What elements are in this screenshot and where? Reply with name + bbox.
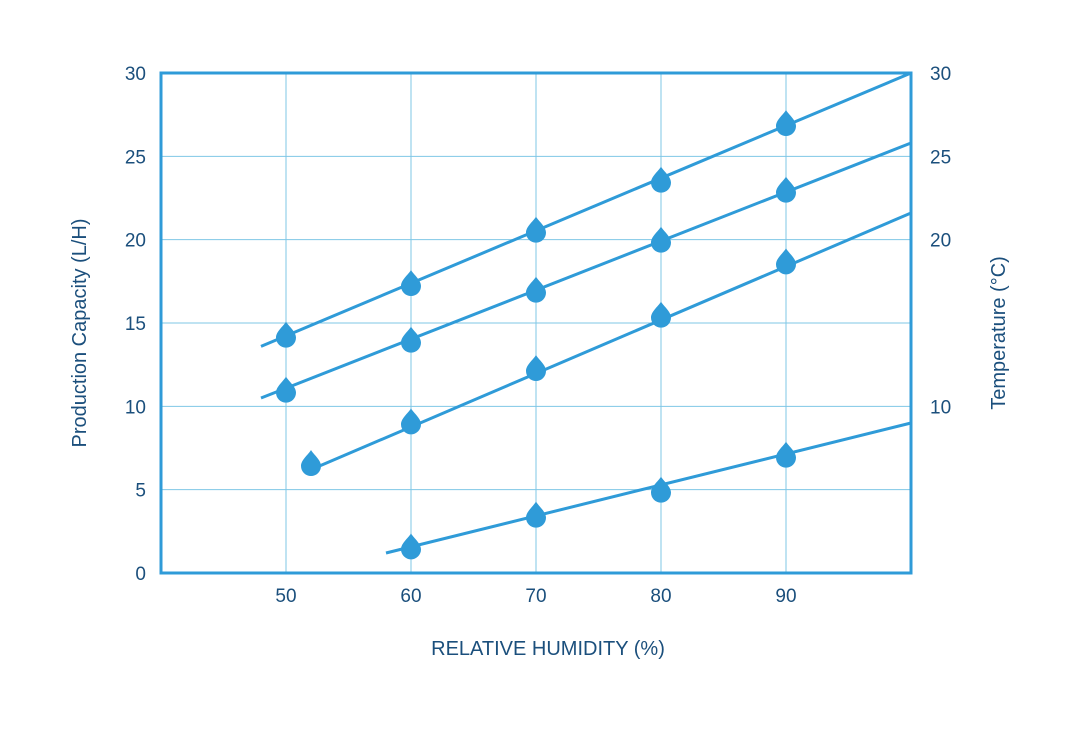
water-drop-icon [401, 533, 421, 560]
water-drop-icon [776, 248, 796, 275]
y-tick-label: 30 [125, 64, 146, 85]
y-tick-label: 15 [125, 314, 146, 335]
water-drop-icon [776, 110, 796, 136]
y2-tick-label: 30 [930, 64, 951, 85]
water-drop-icon [651, 226, 671, 253]
water-drop-icon [526, 216, 546, 243]
water-drop-icon [651, 301, 671, 328]
y2-tick-labels: 10 20 25 30 [930, 64, 951, 418]
markers [276, 110, 796, 560]
water-drop-icon [776, 176, 796, 203]
water-drop-icon [651, 476, 671, 503]
x-axis-label: RELATIVE HUMIDITY (%) [431, 638, 665, 660]
y-tick-label: 20 [125, 231, 146, 252]
water-drop-icon [276, 321, 296, 348]
y2-tick-label: 25 [930, 147, 951, 168]
series-line-4 [385, 421, 912, 555]
water-drop-icon [401, 408, 421, 435]
plot-frame [159, 71, 913, 575]
water-drop-icon [776, 441, 796, 468]
series-line-2 [260, 141, 912, 400]
x-tick-label: 80 [650, 586, 671, 607]
series-line-3 [310, 211, 912, 472]
water-drop-icon [526, 276, 546, 303]
water-drop-icon [526, 355, 546, 381]
water-drop-icon [401, 326, 421, 353]
series-line-1 [260, 71, 912, 348]
y2-axis-label: Temperature (°C) [988, 256, 1010, 410]
water-drop-icon [651, 166, 671, 193]
y2-tick-label: 20 [930, 231, 951, 252]
water-drop-icon [276, 376, 296, 403]
y-tick-label: 25 [125, 147, 146, 168]
x-tick-label: 70 [525, 586, 546, 607]
y-tick-label: 0 [135, 564, 146, 585]
grid [161, 72, 911, 573]
y2-tick-label: 10 [930, 397, 951, 418]
y-axis-label: Production Capacity (L/H) [69, 219, 91, 448]
y-tick-label: 5 [135, 481, 146, 502]
x-tick-label: 60 [400, 586, 421, 607]
series-lines [260, 71, 912, 555]
y-tick-labels: 0 5 10 15 20 25 30 [125, 64, 146, 585]
water-drop-icon [301, 450, 321, 476]
x-tick-label: 50 [275, 586, 296, 607]
x-tick-label: 90 [775, 586, 796, 607]
y-tick-label: 10 [125, 397, 146, 418]
x-tick-labels: 50 60 70 80 90 [275, 586, 796, 607]
water-drop-icon [526, 501, 546, 528]
water-drop-icon [401, 270, 421, 296]
